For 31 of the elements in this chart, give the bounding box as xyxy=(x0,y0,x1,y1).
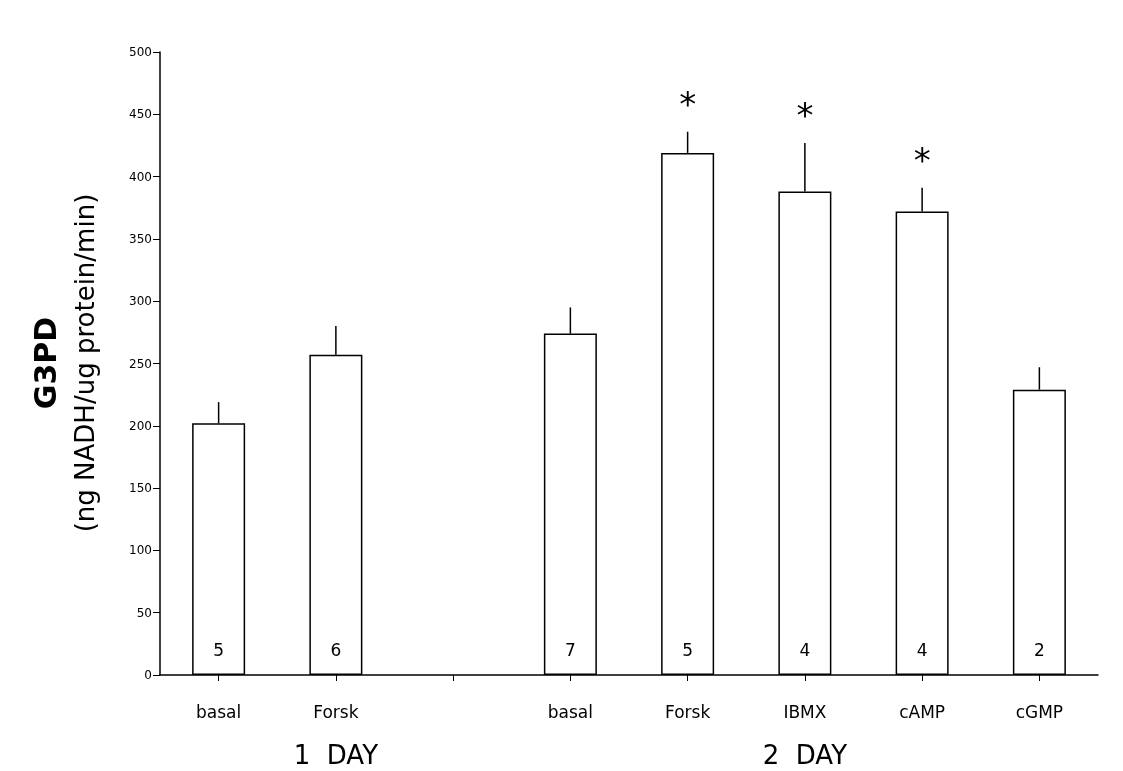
y-tick-label: 150 xyxy=(129,481,152,496)
y-tick-label: 400 xyxy=(129,169,152,184)
x-tick-label: IBMX xyxy=(783,701,827,722)
y-tick-label: 200 xyxy=(129,418,152,433)
annotation: * xyxy=(913,139,931,180)
text: 1 DAY xyxy=(293,740,379,770)
y-axis-title: G3PD (ng NADH/ug protein/min) xyxy=(27,193,100,533)
y-tick-label: 250 xyxy=(129,356,152,371)
y-tick-label: 0 xyxy=(144,668,152,682)
annotation: 5 xyxy=(682,640,694,660)
y-tick-label: 450 xyxy=(129,107,152,122)
annotation: * xyxy=(679,83,697,124)
x-tick-label: basal xyxy=(547,701,593,722)
annotation: 4 xyxy=(916,640,928,660)
y-tick-label: 500 xyxy=(129,45,152,59)
y-tick-label: 100 xyxy=(129,543,152,558)
x-tick-label: Forsk xyxy=(313,701,359,722)
annotation: 6 xyxy=(330,640,342,660)
x-tick-label: cAMP xyxy=(899,701,946,722)
y-tick-label: 350 xyxy=(129,231,152,246)
x-tick-label: cGMP xyxy=(1015,701,1064,722)
y-tick-label: 50 xyxy=(136,605,152,620)
annotation: 5 xyxy=(213,640,225,660)
annotation: 7 xyxy=(564,640,576,660)
x-tick-label: Forsk xyxy=(664,701,711,722)
x-tick-label: basal xyxy=(196,701,242,722)
annotation: 2 xyxy=(1033,640,1045,660)
y-tick-label: 300 xyxy=(129,294,152,309)
annotation: 4 xyxy=(799,640,811,660)
annotation: * xyxy=(796,94,814,135)
text: 2 DAY xyxy=(762,740,848,770)
